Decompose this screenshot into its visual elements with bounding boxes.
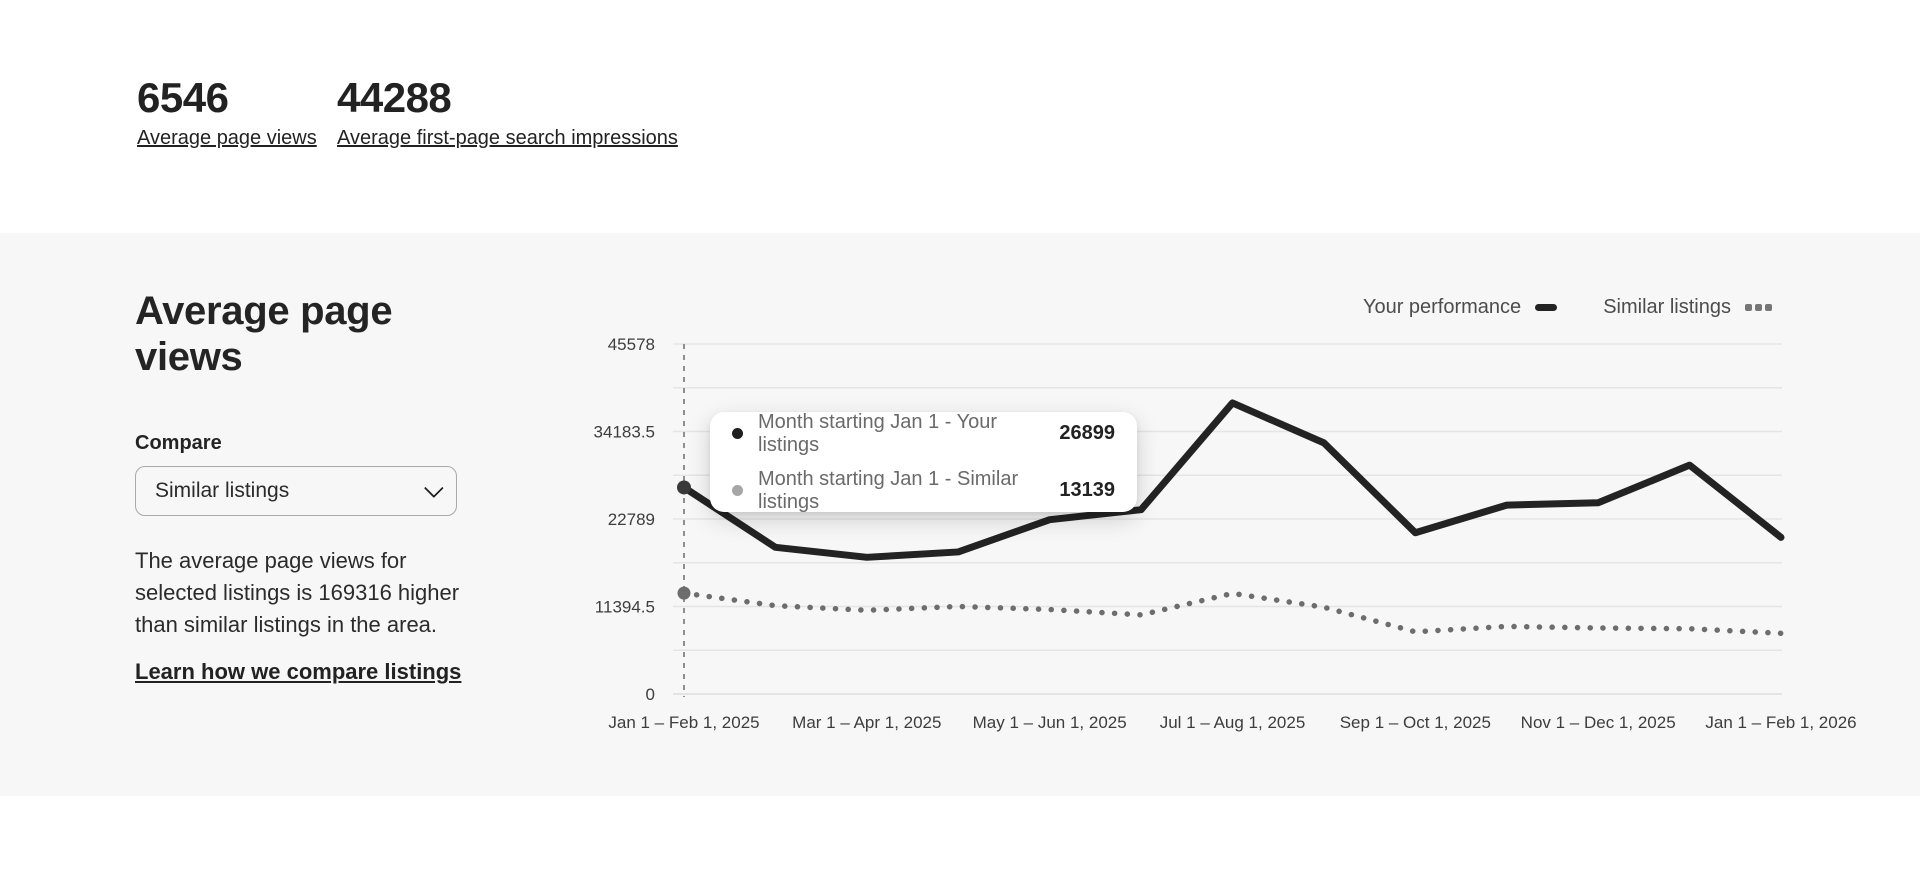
x-axis-tick-label: Jul 1 – Aug 1, 2025 xyxy=(1160,713,1306,732)
x-axis-tick-label: Sep 1 – Oct 1, 2025 xyxy=(1340,713,1491,732)
legend-label: Similar listings xyxy=(1603,296,1731,318)
legend-similar-listings[interactable]: Similar listings xyxy=(1603,296,1772,319)
tooltip-value: 26899 xyxy=(1059,422,1115,444)
learn-compare-link[interactable]: Learn how we compare listings xyxy=(135,659,462,684)
y-axis-tick-label: 34183.5 xyxy=(594,423,655,442)
series-dot-icon xyxy=(732,485,743,496)
average-page-views-panel: Average page views Compare Similar listi… xyxy=(0,233,1920,796)
stat-value: 6546 xyxy=(137,74,229,121)
stat-value: 44288 xyxy=(337,74,452,121)
x-axis-tick-label: Nov 1 – Dec 1, 2025 xyxy=(1521,713,1676,732)
stat-label-link[interactable]: Average page views xyxy=(137,127,317,150)
legend-your-performance[interactable]: Your performance xyxy=(1362,296,1558,319)
comparison-summary-text: The average page views for selected list… xyxy=(135,548,460,637)
y-axis-tick-label: 45578 xyxy=(608,335,655,354)
your-performance-line[interactable] xyxy=(680,399,1785,561)
compare-dropdown[interactable]: Similar listings xyxy=(135,466,457,516)
y-axis-tick-label: 0 xyxy=(646,685,655,704)
tooltip-label: Month starting Jan 1 - Your listings xyxy=(758,410,998,456)
stat-first-page-search-impressions: 44288 Average first-page search impressi… xyxy=(337,74,678,150)
series-dot-icon xyxy=(732,428,743,439)
x-axis-tick-label: Mar 1 – Apr 1, 2025 xyxy=(792,713,941,732)
stats-band: 6546 Average page views 44288 Average fi… xyxy=(0,0,1920,233)
your-performance-point-marker xyxy=(677,480,691,495)
similar-listings-line[interactable] xyxy=(681,590,1784,637)
y-axis-tick-label: 11394.5 xyxy=(595,598,655,617)
tooltip-label: Month starting Jan 1 - Similar listings xyxy=(758,467,1019,513)
chart-tooltip: Month starting Jan 1 - Your listings 268… xyxy=(710,411,1137,514)
stat-average-page-views: 6546 Average page views xyxy=(137,74,317,150)
tooltip-value: 13139 xyxy=(1059,479,1115,501)
page-title: Average page views xyxy=(135,289,393,379)
x-axis-tick-label: Jan 1 – Feb 1, 2026 xyxy=(1705,713,1856,732)
chart-legend: Your performance Similar listings xyxy=(1363,296,1772,319)
stat-label-link[interactable]: Average first-page search impressions xyxy=(337,127,678,150)
legend-label: Your performance xyxy=(1362,296,1522,318)
y-axis-tick-label: 22789 xyxy=(608,510,655,529)
dotted-line-swatch-icon xyxy=(1745,304,1772,311)
x-axis-tick-label: Jan 1 – Feb 1, 2025 xyxy=(608,713,759,732)
x-axis-tick-label: May 1 – Jun 1, 2025 xyxy=(973,713,1127,732)
solid-line-swatch-icon xyxy=(1535,304,1558,311)
similar-listings-point-marker xyxy=(677,586,691,600)
compare-label: Compare xyxy=(135,432,222,454)
tooltip-row-similar-listings: Month starting Jan 1 - Similar listings … xyxy=(732,468,1115,514)
compare-dropdown-value: Similar listings xyxy=(155,479,290,502)
tooltip-row-your-listings: Month starting Jan 1 - Your listings 268… xyxy=(732,411,1115,457)
